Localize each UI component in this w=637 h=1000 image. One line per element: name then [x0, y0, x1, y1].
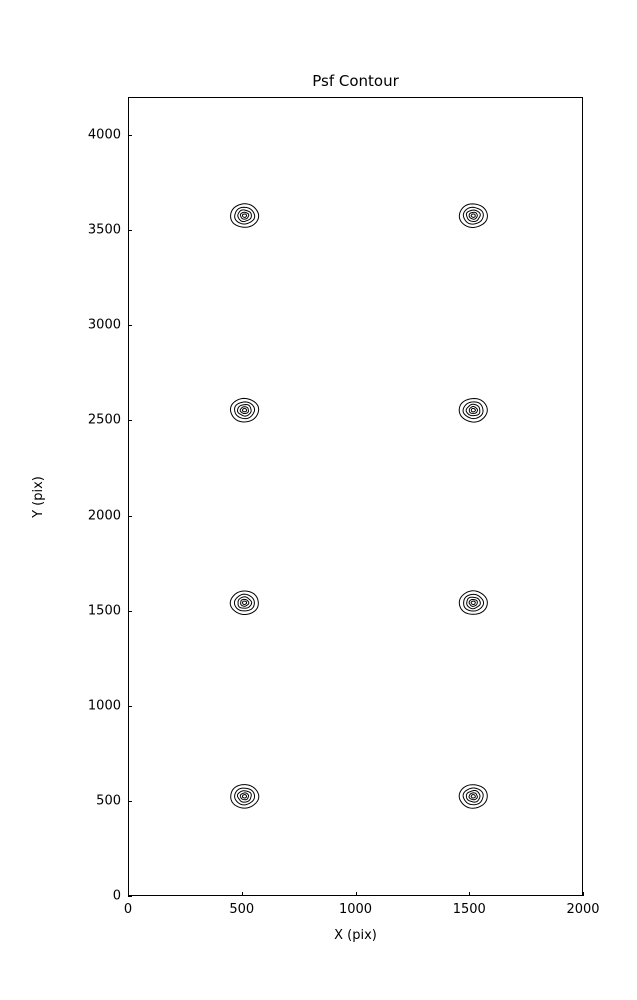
contour-level-line: [234, 401, 256, 420]
contour-level-line: [241, 794, 248, 799]
contour-level-line: [463, 593, 485, 612]
contour-level-line: [465, 403, 481, 417]
y-tick-label: 2000: [87, 508, 121, 524]
contour-level-line: [470, 407, 476, 413]
contour-level-line: [470, 213, 476, 218]
y-tick-mark: [128, 800, 132, 802]
y-tick-label: 3500: [87, 222, 121, 238]
y-tick-label: 3000: [87, 317, 121, 333]
psf-contour-group: [458, 203, 488, 228]
contour-level-line: [239, 406, 249, 415]
x-tick-label: 1500: [452, 902, 486, 917]
x-tick-mark: [241, 892, 243, 896]
x-tick-label: 500: [229, 902, 255, 917]
x-tick-label: 2000: [566, 902, 600, 917]
contour-level-line: [233, 593, 255, 612]
y-tick-label: 0: [112, 888, 121, 904]
contour-level-line: [230, 784, 260, 809]
y-tick-mark: [128, 705, 132, 707]
contour-level-line: [236, 790, 252, 803]
contour-level-line: [458, 398, 488, 423]
contour-level-line: [239, 792, 250, 801]
contour-level-line: [468, 211, 478, 220]
y-axis-label: Y (pix): [31, 476, 46, 518]
contour-level-line: [462, 401, 484, 420]
y-tick-mark: [128, 135, 132, 137]
contour-level-line: [458, 203, 488, 228]
contour-level-line: [234, 787, 256, 806]
y-tick-mark: [128, 896, 132, 897]
y-tick-mark: [128, 515, 132, 517]
contour-level-line: [239, 211, 250, 220]
contour-level-line: [241, 407, 248, 413]
contour-level-line: [462, 787, 484, 806]
psf-contour-group: [230, 203, 260, 228]
psf-contour-group: [230, 397, 260, 423]
x-tick-mark: [128, 892, 129, 896]
contour-level-line: [462, 206, 484, 225]
y-tick-label: 500: [96, 793, 121, 809]
contour-level-line: [237, 404, 252, 417]
contour-level-line: [241, 600, 248, 606]
y-tick-mark: [128, 610, 132, 612]
psf-contour-group: [458, 590, 488, 615]
chart-title: Psf Contour: [312, 72, 399, 90]
y-tick-mark: [128, 230, 132, 232]
x-tick-mark: [583, 892, 584, 896]
x-tick-mark: [469, 892, 471, 896]
y-tick-mark: [128, 325, 132, 327]
contour-level-line: [230, 203, 260, 228]
contour-level-line: [458, 784, 488, 809]
psf-contour-group: [229, 590, 259, 615]
contour-level-line: [468, 598, 478, 607]
contour-level-line: [465, 209, 481, 222]
y-tick-label: 4000: [87, 127, 121, 143]
y-tick-label: 1500: [87, 603, 121, 619]
x-tick-label: 1000: [338, 902, 373, 917]
x-axis-label: X (pix): [334, 928, 377, 943]
y-tick-label: 1000: [87, 698, 121, 714]
contour-level-line: [468, 792, 478, 801]
contour-level-line: [237, 596, 253, 609]
contour-level-line: [234, 206, 256, 225]
x-tick-mark: [355, 892, 357, 896]
contour-level-line: [241, 213, 248, 218]
contour-plot-area: [229, 203, 488, 809]
plot-axes: [128, 97, 583, 896]
y-tick-mark: [128, 420, 132, 422]
contour-level-line: [468, 406, 478, 414]
contour-level-line: [458, 590, 488, 615]
contour-level-line: [240, 598, 250, 607]
contour-level-line: [470, 600, 476, 605]
contour-level-line: [230, 397, 260, 423]
psf-contour-group: [458, 784, 488, 809]
x-tick-label: 0: [123, 902, 133, 917]
psf-contour-group: [230, 784, 260, 809]
contour-level-line: [466, 596, 481, 610]
y-tick-label: 2500: [87, 412, 121, 428]
contour-level-line: [237, 209, 252, 223]
contour-level-line: [470, 794, 476, 799]
contour-level-line: [465, 789, 481, 803]
contour-level-line: [229, 590, 259, 615]
psf-contour-group: [458, 398, 488, 423]
